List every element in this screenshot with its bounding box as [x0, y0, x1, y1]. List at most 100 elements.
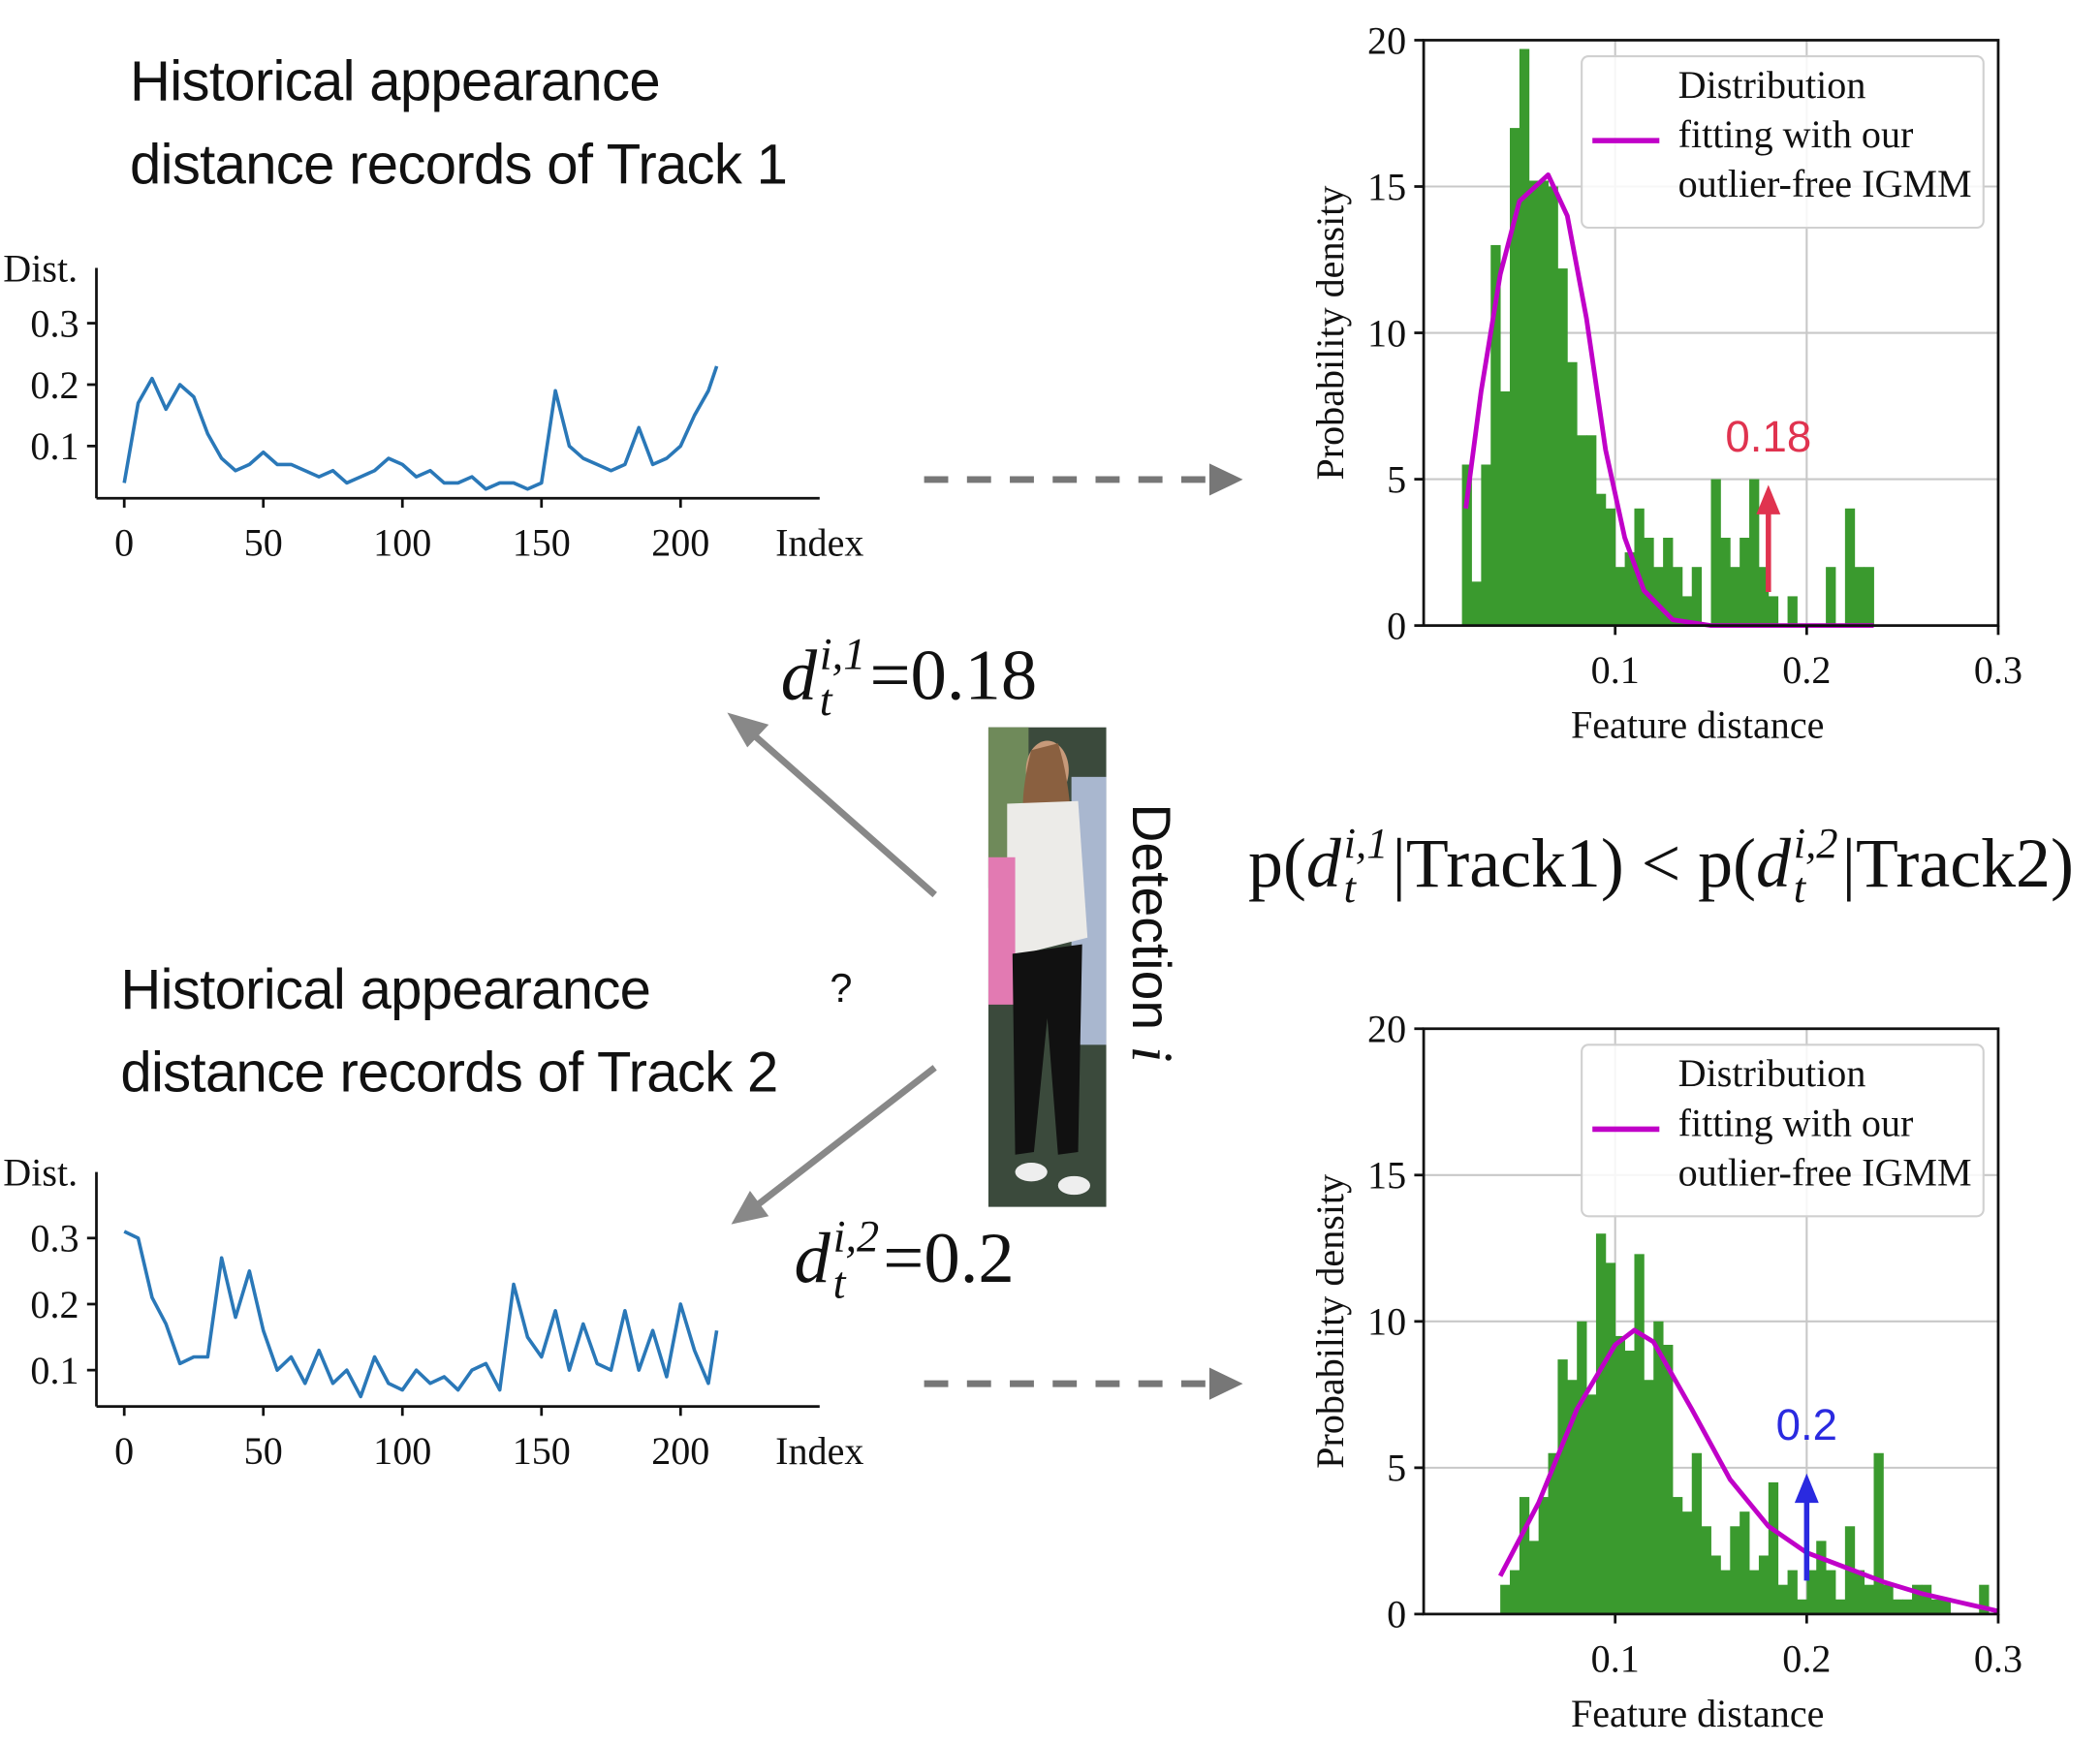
x-tick-label: 0.2 — [1782, 1636, 1831, 1680]
math-sup: i,1 — [1344, 819, 1389, 867]
bar — [1538, 1497, 1549, 1614]
math-sup: i,1 — [820, 630, 866, 679]
bar — [1834, 1599, 1846, 1614]
bar — [1548, 1452, 1558, 1614]
chart-title-box: Historical appearance distance records o… — [130, 49, 788, 196]
math-sub: t — [833, 1259, 847, 1308]
y-tick-label: 10 — [1367, 311, 1406, 355]
bar — [1644, 538, 1654, 626]
data-line — [123, 1230, 719, 1399]
bar — [1490, 244, 1501, 626]
formula-text: |Track1) < p( — [1393, 825, 1757, 902]
marker-label: 0.18 — [1725, 412, 1811, 461]
x-tick-label: 150 — [513, 1429, 571, 1473]
bar — [1605, 508, 1616, 626]
equation-relation: = — [883, 1218, 924, 1298]
bar — [1844, 508, 1856, 626]
x-tick-label: 0 — [114, 1429, 134, 1473]
bar — [1605, 1262, 1616, 1614]
x-axis-label: Feature distance — [1571, 703, 1824, 747]
arrow-head — [1208, 463, 1243, 496]
bar — [1873, 1452, 1884, 1614]
bar — [1902, 1599, 1913, 1614]
bar — [1979, 1584, 1990, 1614]
bar — [1701, 1526, 1711, 1614]
marker-label: 0.2 — [1776, 1400, 1837, 1449]
detection-text: Detection — [1121, 803, 1181, 1030]
bar — [1864, 1584, 1874, 1614]
legend-frame — [1581, 1043, 1985, 1218]
math-base: d — [795, 1218, 831, 1298]
y-tick-label: 0 — [1387, 1593, 1406, 1636]
y-tick-label: 20 — [1367, 18, 1406, 62]
bar — [1519, 1497, 1530, 1614]
bar — [1940, 1599, 1951, 1614]
bar — [1816, 1541, 1827, 1614]
bar — [1930, 1599, 1942, 1614]
bar — [1720, 1570, 1731, 1614]
bar — [1730, 1526, 1740, 1614]
bar — [1663, 1344, 1674, 1614]
y-axis-label: Dist. — [3, 246, 78, 290]
x-tick-label: 50 — [244, 521, 283, 565]
bar — [1720, 538, 1731, 626]
bar — [1691, 567, 1703, 626]
fit-curve — [1497, 1327, 1999, 1614]
bar — [1624, 552, 1635, 626]
math-sub: t — [820, 676, 833, 726]
bar — [1787, 596, 1798, 626]
bar — [1624, 1351, 1635, 1614]
bar — [1777, 1584, 1788, 1614]
arrow-head — [1208, 1367, 1243, 1400]
bar — [1893, 1599, 1903, 1614]
bar — [1663, 538, 1674, 626]
legend-entry-box: Distribution fitting with our outlier-fr… — [1678, 1053, 1972, 1196]
bar — [1864, 567, 1874, 626]
y-tick-label: 15 — [1367, 1154, 1406, 1198]
bar — [1730, 567, 1740, 626]
detection-label: Detection i — [1119, 803, 1184, 1062]
bar — [1567, 1380, 1578, 1614]
bar — [1710, 479, 1721, 626]
x-axis-label: Feature distance — [1571, 1692, 1824, 1735]
bar — [1740, 538, 1750, 626]
y-tick-label: 0.2 — [30, 363, 78, 407]
marker-arrow-head — [1756, 484, 1781, 514]
detection-var: i — [1119, 1046, 1184, 1063]
y-tick-label: 10 — [1367, 1300, 1406, 1344]
formula-text: p( — [1248, 825, 1306, 902]
x-tick-label: 0.3 — [1974, 1636, 2022, 1680]
bar — [1681, 1511, 1693, 1614]
y-tick-label: 5 — [1387, 457, 1406, 501]
bar — [1672, 1497, 1683, 1614]
bar — [1749, 1570, 1760, 1614]
bar — [1500, 390, 1511, 626]
bar — [1691, 1452, 1703, 1614]
arrow-head — [727, 712, 769, 748]
bar — [1826, 567, 1836, 626]
bar — [1768, 596, 1779, 626]
bar — [1471, 581, 1482, 626]
bar — [1586, 435, 1597, 626]
y-axis-label: Probability density — [1308, 1174, 1352, 1469]
bar — [1653, 567, 1664, 626]
y-axis-label: Probability density — [1308, 186, 1352, 481]
y-tick-label: 5 — [1387, 1447, 1406, 1490]
bar — [1577, 435, 1587, 626]
y-tick-label: 0.3 — [30, 301, 78, 345]
marker-arrow-head — [1794, 1473, 1819, 1504]
bar — [1710, 1555, 1721, 1614]
x-tick-label: 0 — [114, 521, 134, 565]
data-line — [122, 365, 719, 491]
bar — [1586, 1394, 1597, 1614]
bar — [1854, 567, 1865, 626]
bar — [1634, 508, 1645, 626]
x-tick-label: 100 — [373, 1429, 431, 1473]
bar — [1787, 1570, 1798, 1614]
bar — [1749, 479, 1760, 626]
y-tick-label: 0 — [1387, 604, 1406, 647]
bar — [1806, 1570, 1817, 1614]
chart-title: Historical appearance distance records o… — [130, 49, 788, 196]
x-tick-label: 0.2 — [1782, 648, 1831, 692]
y-tick-label: 15 — [1367, 165, 1406, 208]
